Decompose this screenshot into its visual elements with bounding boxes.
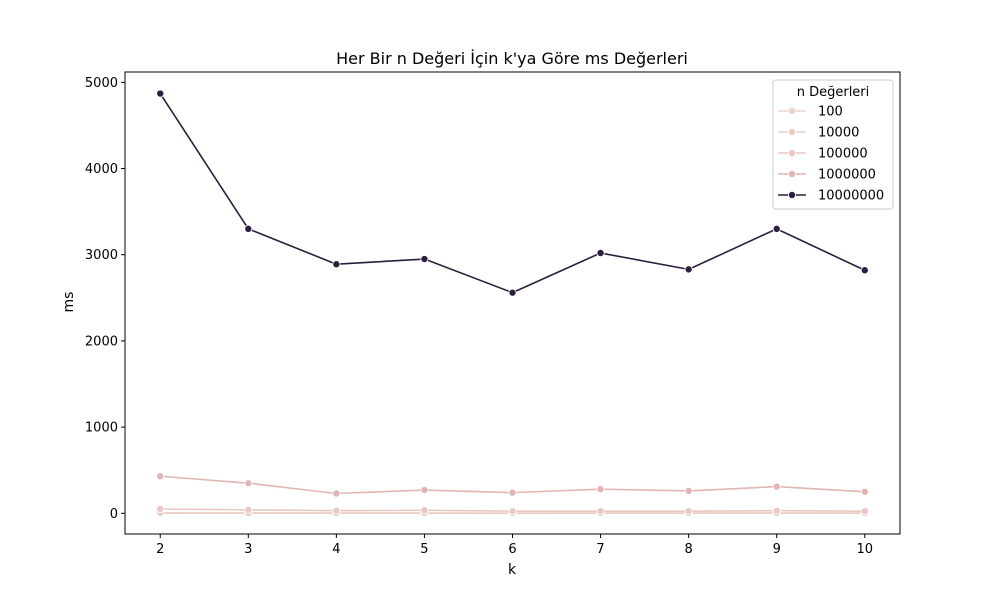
legend-item: 100: [778, 105, 843, 120]
x-axis-ticks: 2 3 4 5 6 7 8 9 10: [156, 534, 873, 557]
data-point: [596, 249, 605, 258]
legend-item: 100000: [778, 147, 868, 162]
data-point: [772, 224, 781, 233]
series-10000000: [156, 89, 869, 297]
series-layer: [156, 89, 869, 518]
series-line: [159, 93, 866, 294]
legend-label: 100000: [818, 147, 868, 162]
x-tick-label: 4: [332, 542, 340, 557]
series-1000000: [156, 472, 869, 498]
data-point: [508, 507, 517, 516]
legend-label: 1000000: [818, 168, 876, 183]
chart-title: Her Bir n Değeri İçin k'ya Göre ms Değer…: [336, 49, 688, 68]
data-point: [244, 479, 253, 488]
y-axis-ticks: 0 1000 2000 3000 4000 5000: [85, 76, 125, 522]
x-tick-label: 3: [244, 542, 252, 557]
data-point: [772, 506, 781, 515]
y-tick-label: 4000: [85, 162, 118, 177]
legend-item: 1000000: [778, 168, 876, 183]
data-point: [860, 266, 869, 275]
legend-label: 100: [818, 105, 843, 120]
x-tick-label: 8: [684, 542, 692, 557]
data-point: [772, 482, 781, 491]
x-tick-label: 9: [773, 542, 781, 557]
data-point: [508, 288, 517, 297]
x-tick-label: 7: [596, 542, 604, 557]
data-point: [420, 255, 429, 264]
y-tick-label: 1000: [85, 421, 118, 436]
data-point: [420, 506, 429, 515]
data-point: [332, 260, 341, 269]
y-tick-label: 2000: [85, 334, 118, 349]
data-point: [156, 505, 165, 514]
legend-marker: [788, 107, 797, 116]
legend: n Değerleri 100 10000 100000 1000000 1000000…: [772, 79, 894, 210]
legend-marker: [788, 127, 797, 136]
x-tick-label: 5: [420, 542, 428, 557]
data-point: [156, 472, 165, 481]
legend-marker: [788, 190, 797, 199]
y-tick-label: 5000: [85, 76, 118, 91]
y-tick-label: 3000: [85, 248, 118, 263]
legend-item: 10000000: [778, 189, 884, 204]
x-tick-label: 10: [856, 542, 873, 557]
legend-title: n Değerleri: [797, 85, 870, 100]
data-point: [244, 224, 253, 233]
data-point: [244, 505, 253, 514]
data-point: [684, 265, 693, 274]
legend-marker: [788, 148, 797, 157]
series-100000: [156, 505, 869, 516]
data-point: [332, 506, 341, 515]
data-point: [420, 486, 429, 495]
data-point: [860, 487, 869, 496]
legend-items: 100 10000 100000 1000000 10000000: [778, 105, 884, 204]
legend-label: 10000000: [818, 189, 884, 204]
data-point: [156, 89, 165, 98]
legend-item: 10000: [778, 126, 859, 141]
legend-marker: [788, 169, 797, 178]
data-point: [596, 507, 605, 516]
data-point: [508, 488, 517, 497]
data-point: [684, 486, 693, 495]
data-point: [596, 485, 605, 494]
legend-frame: [772, 79, 894, 210]
legend-label: 10000: [818, 126, 859, 141]
y-tick-label: 0: [110, 507, 118, 522]
data-point: [684, 507, 693, 516]
y-axis-label: ms: [61, 292, 77, 313]
x-tick-label: 2: [156, 542, 164, 557]
x-tick-label: 6: [508, 542, 516, 557]
data-point: [332, 489, 341, 498]
data-point: [860, 507, 869, 516]
x-axis-label: k: [508, 562, 517, 578]
